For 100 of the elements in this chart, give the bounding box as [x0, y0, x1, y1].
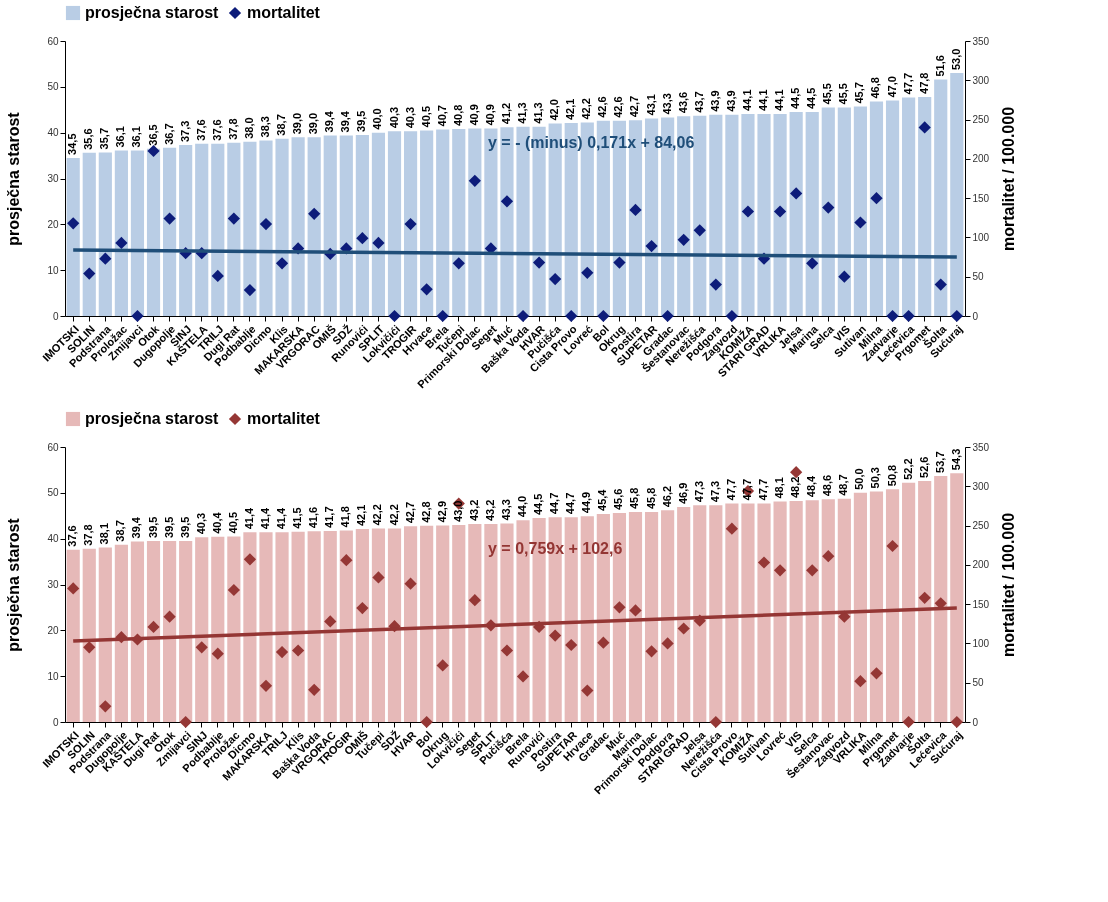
data-label: 40,3	[387, 106, 400, 129]
data-label: 42,7	[403, 501, 416, 524]
data-label: 42,9	[435, 500, 448, 523]
data-label: 44,1	[773, 89, 786, 111]
data-label: 43,6	[676, 91, 689, 114]
data-label: 34,5	[66, 133, 79, 155]
data-label: 42,2	[371, 504, 384, 526]
y2-tick-label: 300	[972, 480, 990, 492]
data-label: 39,5	[146, 516, 159, 538]
data-label: 53,7	[933, 451, 946, 473]
legend-label: prosječna starost	[85, 410, 220, 427]
data-label: 45,8	[644, 487, 657, 510]
data-label: 42,2	[580, 98, 593, 120]
y2-tick-label: 200	[972, 153, 990, 165]
y-axis-title: prosječna starost	[5, 111, 23, 246]
y2-axis-title: mortalitet / 100.000	[1000, 512, 1018, 658]
data-label: 41,7	[323, 506, 336, 528]
data-label: 40,5	[419, 105, 432, 128]
data-label: 44,7	[564, 492, 577, 515]
y2-tick-label: 100	[972, 231, 990, 243]
data-label: 44,1	[740, 89, 753, 111]
data-label: 41,2	[499, 102, 512, 125]
data-label: 50,0	[853, 468, 866, 490]
data-label: 43,3	[660, 93, 673, 115]
data-label: 46,8	[869, 77, 882, 99]
data-label: 46,9	[676, 482, 689, 505]
y-tick-label: 0	[52, 716, 59, 728]
y2-tick-label: 300	[972, 74, 990, 86]
y-tick-label: 20	[47, 624, 59, 636]
data-label: 40,8	[451, 104, 464, 126]
annotation: y = - (minus) 0,171x + 84,06	[488, 133, 695, 151]
y-tick-label: 30	[47, 579, 59, 590]
data-label: 36,1	[130, 126, 143, 148]
data-label: 37,6	[66, 525, 79, 547]
data-label: 48,1	[773, 477, 786, 499]
data-label: 47,7	[901, 72, 914, 95]
data-label: 39,5	[178, 516, 191, 538]
legend-label: prosječna starost	[85, 4, 220, 21]
data-label: 51,6	[933, 55, 946, 77]
data-label: 38,7	[114, 520, 127, 542]
data-label: 42,6	[596, 96, 609, 118]
data-label: 45,4	[596, 488, 609, 511]
legend-label: mortalitet	[247, 410, 321, 427]
data-label: 41,6	[307, 506, 320, 529]
data-label: 38,0	[242, 117, 255, 139]
y2-tick-label: 0	[972, 310, 979, 322]
y-tick-label: 20	[47, 218, 59, 230]
y-tick-label: 50	[47, 81, 59, 93]
y2-tick-label: 350	[972, 35, 990, 47]
y-tick-label: 10	[47, 264, 59, 276]
y2-tick-label: 50	[972, 677, 985, 689]
data-label: 44,9	[580, 491, 593, 514]
data-label: 40,3	[403, 106, 416, 129]
data-label: 47,7	[724, 478, 737, 501]
y2-tick-label: 150	[972, 192, 990, 204]
y2-tick-label: 200	[972, 559, 990, 571]
data-label: 44,1	[757, 89, 770, 111]
data-label: 52,6	[917, 456, 930, 478]
y-tick-label: 40	[47, 533, 59, 545]
data-label: 39,0	[291, 112, 304, 135]
data-label: 42,6	[612, 96, 625, 118]
data-label: 39,5	[162, 516, 175, 538]
data-label: 41,3	[516, 102, 529, 124]
data-label: 43,2	[483, 499, 496, 521]
data-label: 44,5	[805, 87, 818, 110]
data-label: 45,5	[821, 83, 834, 105]
data-label: 39,4	[339, 110, 352, 133]
y2-axis-title: mortalitet / 100.000	[1000, 106, 1018, 252]
data-label: 36,5	[146, 124, 159, 146]
y2-tick-label: 150	[972, 598, 990, 610]
data-label: 43,9	[724, 90, 737, 112]
data-label: 41,3	[532, 102, 545, 124]
data-label: 48,6	[821, 474, 834, 497]
data-label: 43,0	[451, 500, 464, 522]
y-tick-label: 50	[47, 487, 59, 499]
data-label: 37,8	[82, 524, 95, 546]
data-label: 38,1	[98, 522, 111, 545]
y2-tick-label: 50	[972, 271, 985, 283]
data-label: 41,8	[339, 505, 352, 528]
data-label: 41,4	[275, 506, 288, 530]
data-label: 48,4	[805, 474, 818, 498]
data-label: 37,6	[194, 119, 207, 141]
data-label: 43,7	[692, 91, 705, 113]
annotation: y = 0,759x + 102,6	[488, 539, 623, 557]
data-label: 38,7	[275, 114, 288, 136]
data-label: 47,3	[708, 480, 721, 503]
data-label: 43,9	[708, 90, 721, 112]
data-label: 43,2	[467, 499, 480, 521]
data-label: 40,3	[194, 512, 207, 535]
data-label: 36,1	[114, 126, 127, 148]
y-tick-label: 60	[47, 441, 59, 453]
y2-tick-label: 350	[972, 441, 990, 453]
data-label: 47,0	[885, 76, 898, 98]
data-label: 40,9	[467, 104, 480, 126]
data-label: 41,4	[258, 506, 271, 530]
data-label: 45,5	[837, 83, 850, 105]
data-label: 45,6	[612, 488, 625, 510]
data-label: 40,5	[226, 511, 239, 534]
data-label: 42,7	[628, 95, 641, 118]
y-tick-label: 40	[47, 127, 59, 139]
